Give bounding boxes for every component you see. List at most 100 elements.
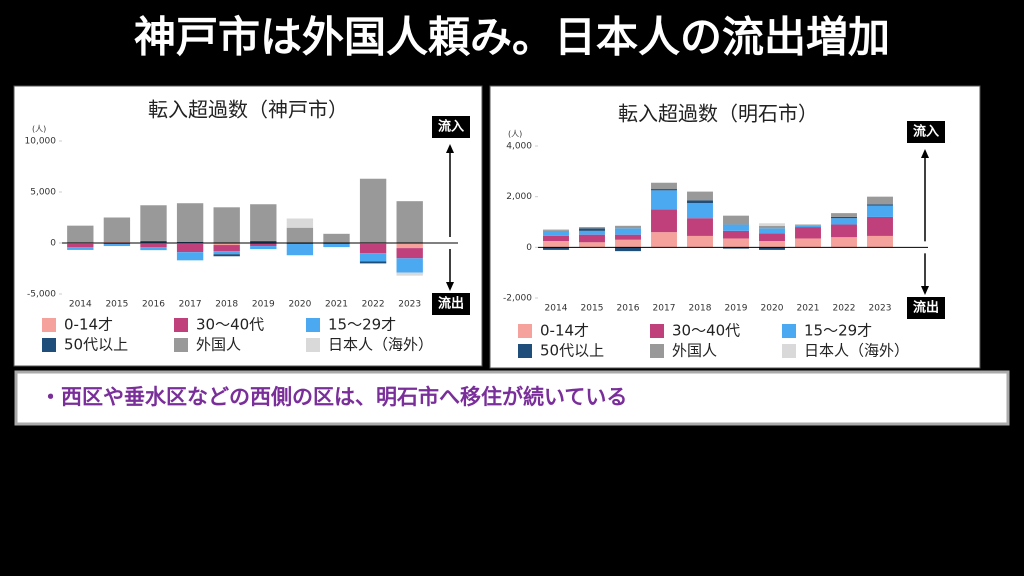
x-tick-label: 2022	[833, 304, 856, 314]
bar-segment	[723, 238, 749, 248]
bar-segment	[396, 243, 423, 249]
legend-label: 日本人（海外）	[328, 336, 433, 354]
bar-segment	[103, 241, 131, 243]
bar-segment	[103, 244, 131, 247]
legend-label: 30〜40代	[672, 322, 740, 340]
bar-segment	[651, 209, 677, 233]
bar-segment	[213, 254, 240, 257]
x-tick-label: 2016	[142, 300, 165, 310]
y-unit: (人)	[32, 125, 46, 134]
bar-segment	[759, 233, 785, 241]
bar-segment	[867, 204, 893, 206]
bar-segment	[359, 253, 387, 262]
bar-segment	[759, 223, 785, 226]
bar-segment	[140, 240, 167, 243]
bar-segment	[67, 243, 94, 245]
bar-segment	[723, 215, 749, 225]
bar-segment	[615, 239, 641, 248]
bar-segment	[286, 244, 314, 256]
bar-segment	[615, 234, 641, 240]
legend-swatch	[782, 324, 796, 338]
bar-segment	[723, 247, 749, 249]
bar-segment	[176, 244, 204, 253]
note-box	[14, 370, 1010, 426]
bar-segment	[867, 205, 893, 217]
x-tick-label: 2019	[725, 304, 748, 314]
flow-label-box	[907, 297, 945, 319]
bar-segment	[651, 190, 677, 210]
x-tick-label: 2017	[653, 304, 676, 314]
arrow-head	[446, 282, 454, 291]
bar-segment	[543, 230, 569, 236]
bar-segment	[140, 247, 167, 251]
bar-segment	[615, 228, 641, 235]
bar-segment	[250, 240, 277, 243]
bar-segment	[687, 200, 713, 203]
flow-label-box	[432, 293, 470, 315]
bar-segment	[867, 235, 893, 248]
bar-segment	[359, 244, 387, 254]
bar-segment	[687, 203, 713, 219]
bar-segment	[176, 243, 204, 245]
bar-segment	[140, 243, 167, 245]
bar-segment	[579, 228, 605, 231]
bar-segment	[250, 246, 277, 250]
x-tick-label: 2014	[545, 304, 568, 314]
bar-segment	[543, 229, 569, 231]
legend-swatch	[782, 344, 796, 358]
bar-segment	[213, 243, 240, 246]
y-tick-label: -5,000	[27, 290, 56, 300]
bar-segment	[831, 224, 857, 238]
bar-segment	[723, 224, 749, 231]
x-tick-label: 2021	[797, 304, 820, 314]
flow-label-box	[907, 121, 945, 143]
bar-segment	[140, 244, 167, 248]
bar-segment	[67, 244, 94, 248]
bar-segment	[759, 225, 785, 229]
bar-segment	[759, 228, 785, 234]
y-unit: (人)	[508, 130, 522, 139]
bar-segment	[396, 272, 423, 276]
bar-segment	[615, 225, 641, 229]
bar-segment	[579, 230, 605, 235]
legend-swatch	[650, 324, 664, 338]
slide-title: 神戸市は外国人頼み。日本人の流出増加	[134, 13, 890, 62]
bar-segment	[67, 249, 94, 250]
bar-segment	[759, 241, 785, 248]
note: ・西区や垂水区などの西側の区は、明石市へ移住が続いている	[40, 385, 627, 409]
bar-segment	[831, 218, 857, 225]
legend-label: 15〜29才	[804, 322, 872, 340]
x-tick-label: 2020	[761, 304, 784, 314]
legend-label: 0-14才	[64, 316, 113, 334]
legend-swatch	[518, 324, 532, 338]
bar-segment	[579, 234, 605, 243]
bar-segment	[831, 216, 857, 219]
bar-segment	[286, 243, 314, 245]
bar-segment	[396, 201, 423, 243]
bar-segment	[543, 235, 569, 241]
legend-swatch	[518, 344, 532, 358]
legend-label: 30〜40代	[196, 316, 264, 334]
bar-segment	[687, 191, 713, 201]
bar-segment	[396, 248, 423, 259]
x-tick-label: 2015	[105, 300, 128, 310]
bar-segment	[831, 237, 857, 248]
bar-segment	[140, 205, 167, 241]
bar-segment	[579, 227, 605, 229]
legend-label: 0-14才	[540, 322, 589, 340]
legend-swatch	[306, 318, 320, 332]
bar-segment	[579, 242, 605, 248]
bar-segment	[795, 227, 821, 239]
bar-segment	[687, 235, 713, 248]
x-tick-label: 2017	[179, 300, 202, 310]
bar-segment	[543, 247, 569, 250]
x-tick-label: 2023	[869, 304, 892, 314]
bar-segment	[651, 182, 677, 190]
flow-label: 流入	[913, 124, 939, 140]
bar-segment	[543, 241, 569, 248]
bar-segment	[176, 203, 204, 242]
flow-label: 流出	[913, 300, 939, 316]
legend-label: 外国人	[672, 342, 717, 360]
